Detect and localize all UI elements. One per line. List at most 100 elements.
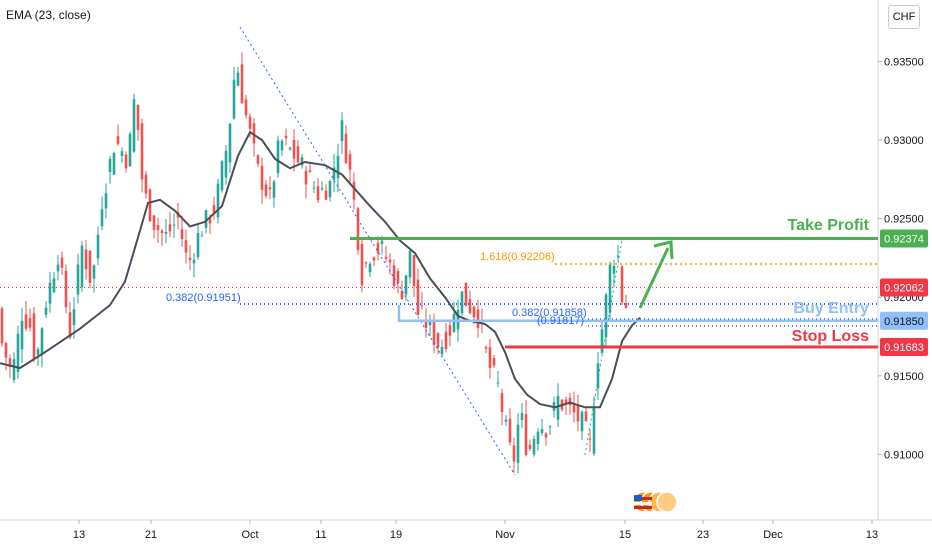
candle-body <box>200 235 204 237</box>
candle-body <box>408 250 412 278</box>
take-profit-label: Take Profit <box>788 217 870 234</box>
candle-body <box>512 445 516 462</box>
candle-body <box>244 99 248 116</box>
candle-body <box>96 234 100 259</box>
candle-body <box>592 407 596 454</box>
projection-arrow-head <box>653 240 674 260</box>
currency-button[interactable]: CHF <box>888 5 920 29</box>
candle-body <box>548 426 552 428</box>
candle-body <box>124 154 128 169</box>
candle-body <box>340 120 344 142</box>
candle-body <box>544 433 548 438</box>
candle-body <box>28 317 32 328</box>
candle-body <box>184 240 188 253</box>
time-tick-label: 23 <box>697 529 709 541</box>
candle-body <box>252 123 256 144</box>
candle-body <box>484 347 488 349</box>
candle-body <box>144 174 148 194</box>
candle-body <box>356 208 360 251</box>
last-price-badge <box>880 278 928 297</box>
candle-body <box>452 313 456 332</box>
candle-body <box>212 205 216 215</box>
ema-indicator-label[interactable]: EMA (23, close) <box>6 8 91 22</box>
candle-body <box>440 346 444 355</box>
candle-body <box>468 299 472 313</box>
candle-body <box>608 264 612 313</box>
candle-body <box>400 291 404 300</box>
candle-body <box>16 333 20 372</box>
candle-body <box>4 342 8 358</box>
price-tick-label: 0.93500 <box>884 56 924 68</box>
candle-body <box>412 255 416 287</box>
candle-body <box>600 329 604 353</box>
candle-body <box>228 123 232 163</box>
candle-body <box>308 170 312 173</box>
candle-body <box>360 243 364 285</box>
candle-body <box>240 64 244 104</box>
candle-body <box>128 133 132 167</box>
candle-body <box>208 217 212 224</box>
candle-body <box>352 182 356 200</box>
candle-body <box>520 412 524 420</box>
candle-body <box>148 189 152 222</box>
candle-body <box>596 363 600 389</box>
candle-body <box>404 275 408 295</box>
candle-body <box>168 224 172 232</box>
flag-stripe <box>634 506 652 509</box>
time-tick-label: Dec <box>763 529 783 541</box>
candle-body <box>284 136 288 139</box>
candle-body <box>24 314 28 329</box>
candle-body <box>236 72 240 86</box>
buy-entry-label: Buy Entry <box>793 300 869 317</box>
candle-body <box>112 152 116 175</box>
projection-arrow-shaft <box>638 247 670 309</box>
ema-line <box>0 130 641 409</box>
candle-body <box>188 257 192 260</box>
buy-entry-line <box>397 305 878 323</box>
candle-body <box>428 319 432 326</box>
candle-body <box>624 302 628 309</box>
candle-body <box>12 359 16 380</box>
candle-body <box>620 266 624 303</box>
time-tick-label: 15 <box>619 529 631 541</box>
candle-body <box>104 193 108 209</box>
candle-body <box>44 307 48 315</box>
candle-body <box>68 312 72 338</box>
candle-body <box>192 259 196 264</box>
candle-body <box>88 250 92 283</box>
candle-body <box>444 331 448 350</box>
candle-body <box>392 265 396 286</box>
candle-body <box>588 438 592 440</box>
candle-body <box>180 229 184 239</box>
candle-body <box>152 215 156 230</box>
time-tick-label: Nov <box>495 529 515 541</box>
candle-body <box>80 245 84 288</box>
candle-body <box>532 439 536 455</box>
candle-body <box>476 309 480 328</box>
candle-body <box>604 294 608 338</box>
event-flag-icon <box>656 491 678 513</box>
candle-body <box>396 271 400 284</box>
candle-body <box>536 431 540 444</box>
stop-loss-badge-text: 0.91683 <box>884 342 924 354</box>
candle-body <box>460 291 464 314</box>
candle-body <box>416 279 420 315</box>
candle-body <box>172 224 176 226</box>
last-price-badge-text: 0.92062 <box>884 282 924 294</box>
fib-annotation: (0.91817) <box>537 315 584 327</box>
candle-body <box>164 231 168 234</box>
candle-body <box>92 265 96 279</box>
price-tick-label: 0.93000 <box>884 135 924 147</box>
candle-body <box>304 170 308 185</box>
candle-body <box>420 305 424 307</box>
take-profit-badge-text: 0.92374 <box>884 233 924 245</box>
candle-body <box>116 136 120 144</box>
candle-body <box>276 140 280 174</box>
candle-body <box>364 262 368 264</box>
candle-body <box>376 242 380 253</box>
candle-body <box>132 99 136 152</box>
candle-body <box>232 79 236 119</box>
candle-body <box>384 256 388 259</box>
